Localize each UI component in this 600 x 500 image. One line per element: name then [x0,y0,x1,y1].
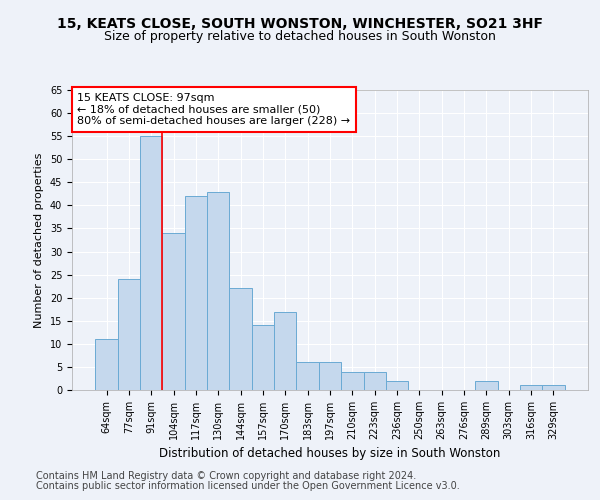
Bar [140,136,163,390]
Bar [475,381,497,390]
Bar [542,386,565,390]
Text: Size of property relative to detached houses in South Wonston: Size of property relative to detached ho… [104,30,496,43]
Y-axis label: Number of detached properties: Number of detached properties [34,152,44,328]
Text: 15 KEATS CLOSE: 97sqm
← 18% of detached houses are smaller (50)
80% of semi-deta: 15 KEATS CLOSE: 97sqm ← 18% of detached … [77,93,350,126]
Bar [341,372,364,390]
Bar [95,339,118,390]
Bar [386,381,408,390]
Bar [296,362,319,390]
X-axis label: Distribution of detached houses by size in South Wonston: Distribution of detached houses by size … [160,448,500,460]
Bar [118,279,140,390]
Text: 15, KEATS CLOSE, SOUTH WONSTON, WINCHESTER, SO21 3HF: 15, KEATS CLOSE, SOUTH WONSTON, WINCHEST… [57,18,543,32]
Bar [364,372,386,390]
Bar [274,312,296,390]
Bar [207,192,229,390]
Bar [229,288,252,390]
Bar [319,362,341,390]
Bar [163,233,185,390]
Text: Contains public sector information licensed under the Open Government Licence v3: Contains public sector information licen… [36,481,460,491]
Text: Contains HM Land Registry data © Crown copyright and database right 2024.: Contains HM Land Registry data © Crown c… [36,471,416,481]
Bar [520,386,542,390]
Bar [185,196,207,390]
Bar [252,326,274,390]
